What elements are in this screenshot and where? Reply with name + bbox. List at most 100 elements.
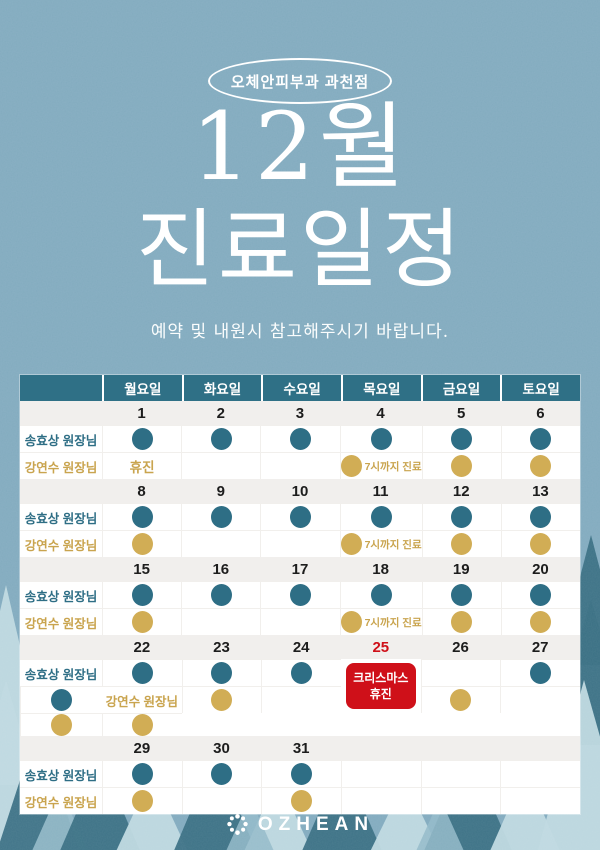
schedule-dot xyxy=(289,506,311,528)
schedule-dot xyxy=(131,611,153,633)
date-cell: 17 xyxy=(260,557,340,581)
schedule-dot xyxy=(289,584,311,606)
schedule-dot xyxy=(211,689,233,711)
schedule-dot xyxy=(530,506,552,528)
schedule-dot xyxy=(131,506,153,528)
clinic-name-label: 오체안피부과 과천점 xyxy=(230,73,370,91)
schedule-dot xyxy=(210,506,232,528)
week-block: 15 16 17 18 19 20 송효상 원장님 강연수 원장님 7시까지 진료 xyxy=(20,557,580,635)
date-cell: 18 xyxy=(339,557,422,581)
day-header: 월요일 xyxy=(104,375,182,401)
schedule-cell xyxy=(102,581,182,608)
schedule-cell xyxy=(102,530,182,557)
schedule-dot xyxy=(451,584,473,606)
date-cell: 22 xyxy=(102,635,182,659)
schedule-dot xyxy=(131,790,153,812)
date-cell: 12 xyxy=(421,479,501,503)
christmas-closed-badge: 크리스마스 휴진 xyxy=(345,663,416,709)
schedule-cell xyxy=(102,608,182,635)
date-cell xyxy=(340,736,421,760)
schedule-dot xyxy=(289,428,311,450)
schedule-cell xyxy=(500,503,580,530)
date-cell: 1 xyxy=(102,401,182,425)
schedule-dot xyxy=(210,428,232,450)
schedule-cell xyxy=(421,530,501,557)
schedule-cell xyxy=(261,787,341,814)
schedule-dot xyxy=(291,662,313,684)
ozhean-snowflake-icon xyxy=(227,814,248,835)
schedule-dot xyxy=(211,763,233,785)
schedule-cell xyxy=(339,503,422,530)
subtitle: 예약 및 내원시 참고해주시기 바랍니다. xyxy=(150,322,450,342)
doctor-name: 강연수 원장님 xyxy=(20,787,102,814)
table-header: 월요일 화요일 수요일 목요일 금요일 토요일 xyxy=(20,375,580,401)
schedule-cell xyxy=(102,503,182,530)
day-header: 토요일 xyxy=(502,375,580,401)
schedule-cell xyxy=(181,530,261,557)
date-cell: 29 xyxy=(102,736,182,760)
week-block: 1 2 3 4 5 6 송효상 원장님 강연수 원장님 휴진 7시까지 진료 xyxy=(20,401,580,479)
schedule-cell: 휴진 xyxy=(102,452,182,479)
schedule-cell xyxy=(181,425,261,452)
schedule-cell xyxy=(102,713,182,736)
schedule-cell xyxy=(339,425,422,452)
doctor-name: 송효상 원장님 xyxy=(20,760,102,787)
doctor-name: 강연수 원장님 xyxy=(20,608,102,635)
schedule-dot xyxy=(131,662,153,684)
schedule-cell xyxy=(20,686,102,713)
schedule-cell xyxy=(421,581,501,608)
schedule-cell xyxy=(260,581,340,608)
date-cell: 10 xyxy=(260,479,340,503)
schedule-dot xyxy=(530,584,552,606)
schedule-dot xyxy=(530,662,552,684)
date-cell: 6 xyxy=(500,401,580,425)
date-cell: 24 xyxy=(261,635,341,659)
date-cell-empty xyxy=(20,635,102,659)
week-block: 8 9 10 11 12 13 송효상 원장님 강연수 원장님 7시까지 진료 xyxy=(20,479,580,557)
weeks: 1 2 3 4 5 6 송효상 원장님 강연수 원장님 휴진 7시까지 진료 8 9 10 11 12 13 송… xyxy=(20,401,580,814)
schedule-dot xyxy=(340,611,362,633)
note-label: 7시까지 진료 xyxy=(364,460,422,473)
date-cell: 30 xyxy=(181,736,262,760)
schedule-cell xyxy=(261,659,341,686)
schedule-table: 월요일 화요일 수요일 목요일 금요일 토요일 1 2 3 4 5 6 송효상 원장님 강연수 원장님 휴… xyxy=(20,375,580,814)
ozhean-logo-text: OZHEAN xyxy=(257,813,375,835)
schedule-cell xyxy=(500,760,580,787)
date-cell: 19 xyxy=(421,557,501,581)
schedule-dot xyxy=(451,455,473,477)
schedule-dot xyxy=(530,611,552,633)
title-schedule: 진료일정 xyxy=(135,200,465,300)
schedule-dot xyxy=(51,689,72,711)
schedule-cell xyxy=(181,452,261,479)
date-cell: 4 xyxy=(339,401,422,425)
schedule-dot xyxy=(451,506,473,528)
date-cell-empty xyxy=(20,401,102,425)
day-header: 화요일 xyxy=(183,375,262,401)
schedule-dot xyxy=(530,533,552,555)
closed-label: 휴진 xyxy=(129,460,155,475)
date-cell-empty xyxy=(20,557,102,581)
schedule-cell xyxy=(181,581,261,608)
schedule-dot xyxy=(340,533,362,555)
date-cell: 23 xyxy=(181,635,262,659)
date-cell xyxy=(500,736,580,760)
schedule-cell xyxy=(500,581,580,608)
date-cell: 26 xyxy=(420,635,501,659)
schedule-cell xyxy=(500,530,580,557)
schedule-cell xyxy=(421,425,501,452)
schedule-cell xyxy=(420,659,501,686)
week-block: 22 23 24 25 26 27 송효상 원장님 강연수 원장님 크리스마스 휴진 xyxy=(20,635,580,736)
note-label: 7시까지 진료 xyxy=(364,616,422,629)
doctor-name: 송효상 원장님 xyxy=(20,425,102,452)
schedule-cell xyxy=(500,452,580,479)
date-cell: 16 xyxy=(181,557,261,581)
schedule-cell xyxy=(181,686,262,713)
schedule-cell xyxy=(340,760,421,787)
schedule-cell xyxy=(260,530,340,557)
schedule-cell: 7시까지 진료 xyxy=(339,452,422,479)
schedule-dot xyxy=(51,714,72,736)
day-header: 목요일 xyxy=(342,375,421,401)
schedule-dot xyxy=(451,428,473,450)
